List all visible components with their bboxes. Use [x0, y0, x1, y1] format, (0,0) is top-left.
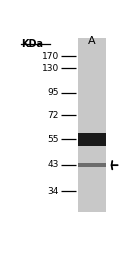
Text: 34: 34	[47, 187, 59, 196]
Text: 55: 55	[47, 135, 59, 144]
Text: 170: 170	[41, 52, 59, 61]
Text: 95: 95	[47, 88, 59, 97]
Bar	[77, 133, 106, 146]
Text: 130: 130	[41, 64, 59, 73]
Text: A: A	[88, 36, 95, 46]
Bar	[77, 38, 106, 212]
Text: 43: 43	[47, 160, 59, 169]
Bar	[77, 163, 106, 167]
Text: 72: 72	[47, 111, 59, 120]
Text: KDa: KDa	[21, 39, 43, 49]
